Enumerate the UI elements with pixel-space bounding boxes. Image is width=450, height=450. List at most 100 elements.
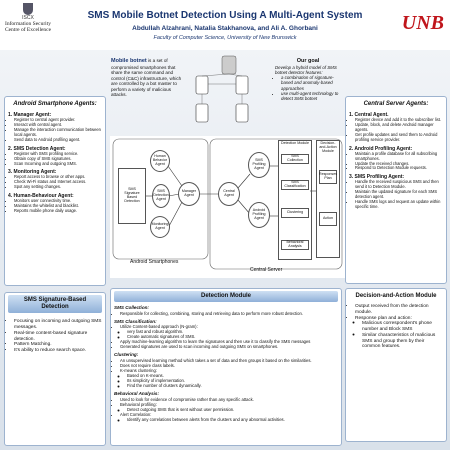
agent-item: Maintains the whitelist and blacklist. xyxy=(14,203,102,209)
sub-item: Create automatic signatures of SMS. xyxy=(127,334,338,339)
agent-item: Report access to browse or other apps. xyxy=(14,175,102,180)
agent-name: 2. SMS Detection Agent: xyxy=(8,145,66,152)
diagram-node: Android Profiling Agent xyxy=(248,202,270,228)
agent-item: Scan Incoming and outgoing SMS. xyxy=(14,161,102,167)
item-list: Output received from the detection modul… xyxy=(349,304,443,350)
android-agents: Android Smartphone Agents: 1. Manager Age… xyxy=(4,96,106,286)
diagram-node: Responses Plan xyxy=(319,170,337,184)
agent-item: Send data to Android profiling agent. xyxy=(14,137,102,143)
signature-item: Focusing on incoming and outgoing SMS me… xyxy=(14,319,102,331)
signature-panel: SMS Signature-Based Detection Focusing on… xyxy=(4,292,106,446)
detection-panel: Detection Module SMS Collection:Responsib… xyxy=(110,288,342,446)
signature-item: It's ability to reduce search space. xyxy=(14,348,102,354)
signature-item: Real-time content-based signature detect… xyxy=(14,331,102,343)
agent-list: Report access to browse or other apps.Ch… xyxy=(8,175,102,190)
sub-item: Its simplicity of implementation. xyxy=(127,378,338,383)
agent-item: Register with SMS profiling service. xyxy=(14,151,102,157)
goal-item: use multi-agent technology to detect SMS… xyxy=(281,91,341,102)
logo-left: ISCX Information Security Centre of Exce… xyxy=(4,3,52,47)
panel-title: Android Smartphone Agents: xyxy=(13,101,97,107)
sub-item: Malicious correspondent's phone number a… xyxy=(362,321,443,333)
goal-title: Our goal xyxy=(296,58,320,64)
item: An unsupervised learning method which ta… xyxy=(120,358,338,363)
diagram-node: Human Behavior Agent xyxy=(150,150,170,172)
item: Responsible for collecting, combining, s… xyxy=(120,311,338,316)
diagram-node: Action xyxy=(319,212,337,226)
item: Output received from the detection modul… xyxy=(355,304,443,316)
diagram-node: Behavioral Analysis xyxy=(281,240,309,250)
item: K-means clustering:Based on K-means.Its … xyxy=(120,368,338,388)
agent-item: Update, block, and delete Android manage… xyxy=(355,122,443,133)
sub-item: Detect outgoing SMS that is sent without… xyxy=(127,407,338,412)
logo-org: Information Security Centre of Excellenc… xyxy=(4,21,52,34)
sub-item: Find the number of clusters dynamically. xyxy=(127,383,338,388)
agent-item: Register device and add it to the subscr… xyxy=(355,117,443,123)
sub-item: very fast and robust algorithm. xyxy=(127,329,338,334)
logo-right: UNB xyxy=(401,12,444,34)
item-list: Utilize Content-based approach (N-gram):… xyxy=(114,324,338,349)
agent-item: Update the received changes. xyxy=(355,161,443,167)
region-label: Android Smartphones xyxy=(130,259,179,265)
diagram-node: Central Agent xyxy=(218,182,240,206)
phones-illustration xyxy=(195,55,249,123)
sub-item: Similar characteristics of malicious SMS… xyxy=(362,333,443,350)
panel-title: Central Server Agents: xyxy=(363,101,429,107)
diagram-node: SMS Signature Based Detection xyxy=(118,168,146,224)
logo-shield xyxy=(23,3,33,15)
item-list: An unsupervised learning method which ta… xyxy=(114,358,338,388)
sub-list: Detect outgoing SMS that is sent without… xyxy=(120,407,338,412)
sub-list: Identify any correlations between alerts… xyxy=(120,417,338,422)
agent-list: Monitors user connectivity time.Maintain… xyxy=(8,198,102,214)
agent-list: Register with SMS profiling service.Obta… xyxy=(8,151,102,167)
region-label: Central Server xyxy=(250,267,283,273)
item: Used to look for evidence of compromise … xyxy=(120,397,338,402)
agent-item: Maintain a profile database for all subs… xyxy=(355,151,443,162)
item: Generated signatures are used to scan in… xyxy=(120,344,338,349)
agent-item: Monitors user connectivity time. xyxy=(14,198,102,204)
server-agents: Central Server Agents: 1. Central Agent.R… xyxy=(345,96,447,284)
item: Behavioral profiling:Detect outgoing SMS… xyxy=(120,402,338,412)
diagram-node: Detection Module xyxy=(278,140,312,260)
title: SMS Mobile Botnet Detection Using A Mult… xyxy=(87,10,363,21)
agent-list: Handle the received suspicious SMS and t… xyxy=(349,179,443,210)
agent-item: Manage the interaction communication bet… xyxy=(14,127,102,138)
agent-name: 4. Human-Behaviour Agent: xyxy=(8,193,74,200)
signature-item: Pattern Matching. xyxy=(14,342,102,348)
section-name: SMS Collection: xyxy=(114,305,149,311)
agent-list: Register device and add it to the subscr… xyxy=(349,117,443,143)
agent-name: 3. Monitoring Agent: xyxy=(8,169,57,176)
sub-item: Identify any correlations between alerts… xyxy=(127,417,338,422)
item: Utilize Content-based approach (N-gram):… xyxy=(120,324,338,339)
agent-name: 2. Android Profiling Agent: xyxy=(349,145,413,152)
agent-item: Get profile updates and send them to And… xyxy=(355,132,443,143)
agent-item: Spot any setting changes. xyxy=(14,184,102,190)
intro-text: is a set of compromised smartphones that… xyxy=(111,58,182,98)
item: Apply machine-learning algorithm to lear… xyxy=(120,339,338,344)
section-name: Clustering: xyxy=(114,352,139,358)
agent-name: 1. Central Agent. xyxy=(349,112,389,119)
item: Does not require class labels. xyxy=(120,363,338,368)
section-name: SMS Classification: xyxy=(114,318,157,324)
section-name: Behavioral Analysis: xyxy=(114,391,160,397)
diagram-node: Manager Agent xyxy=(178,182,200,206)
header: ISCX Information Security Centre of Exce… xyxy=(0,0,450,50)
agent-item: Register to central agent provider. xyxy=(14,117,102,123)
diagram-node: SMS Detection Agent xyxy=(152,184,170,208)
agent-item: Handle SMS logs and request an update wi… xyxy=(355,199,443,210)
panel-title: Decision-and-Action Module xyxy=(355,293,437,299)
diagram-node: SMS Classification xyxy=(281,180,309,190)
agent-item: Maintain the updated signature for each … xyxy=(355,189,443,200)
decision-panel: Decision-and-Action Module Output receive… xyxy=(345,288,447,442)
diagram-node: Clustering xyxy=(281,208,309,218)
agent-item: Obtain copy of SMS signatures. xyxy=(14,156,102,162)
goal-item: a combination of signature-based and ano… xyxy=(281,75,341,91)
intro-term: Mobile botnet xyxy=(111,58,147,64)
agent-item: Check Wi-Fi status and Internet access. xyxy=(14,179,102,185)
goal: Our goal Develop a hybrid model of SMS bo… xyxy=(272,56,344,136)
agent-name: 1. Manager Agent: xyxy=(8,112,52,119)
agent-item: Interact with central agent. xyxy=(14,122,102,128)
affiliation: Faculty of Computer Science, University … xyxy=(153,35,297,41)
signature-list: Focusing on incoming and outgoing SMS me… xyxy=(8,319,102,354)
diagram-node: SMS Collection xyxy=(281,154,309,164)
